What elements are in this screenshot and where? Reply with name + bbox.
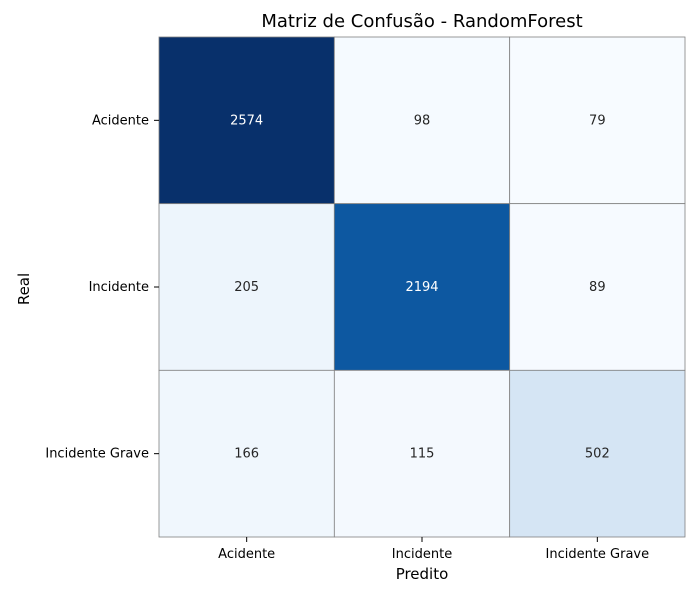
cell-value-label-r2-c2: 502 [585, 447, 610, 462]
cell-value-label-r0-c2: 79 [589, 113, 606, 128]
heatmap-cell-r2-c0 [158, 369, 335, 538]
heatmap-cell-r1-c0 [158, 203, 335, 371]
x-tick-label-0: Acidente [218, 547, 275, 562]
cell-value-label-r1-c0: 205 [234, 280, 259, 295]
chart-title: Matriz de Confusão - RandomForest [261, 11, 583, 32]
heatmap-cell-r1-c2 [509, 203, 686, 371]
y-tick-label-1: Incidente [89, 280, 149, 295]
cell-value-label-r2-c1: 115 [410, 447, 435, 462]
cell-value-label-r0-c0: 2574 [230, 113, 263, 128]
heatmap-cell-r0-c2 [509, 36, 686, 205]
heatmap-cell-r2-c2 [509, 369, 686, 538]
x-tick-label-2: Incidente Grave [546, 547, 650, 562]
cell-value-label-r1-c2: 89 [589, 280, 606, 295]
heatmap-cell-r0-c0 [158, 36, 335, 205]
heatmap-cell-r1-c1 [333, 203, 511, 371]
y-tick-label-2: Incidente Grave [45, 447, 149, 462]
cell-value-label-r2-c0: 166 [234, 447, 259, 462]
y-tick-label-0: Acidente [92, 113, 149, 128]
x-tick-label-1: Incidente [392, 547, 452, 562]
x-axis-label: Predito [395, 565, 449, 583]
cell-value-label-r1-c1: 2194 [405, 280, 438, 295]
cell-value-label-r0-c1: 98 [414, 113, 431, 128]
